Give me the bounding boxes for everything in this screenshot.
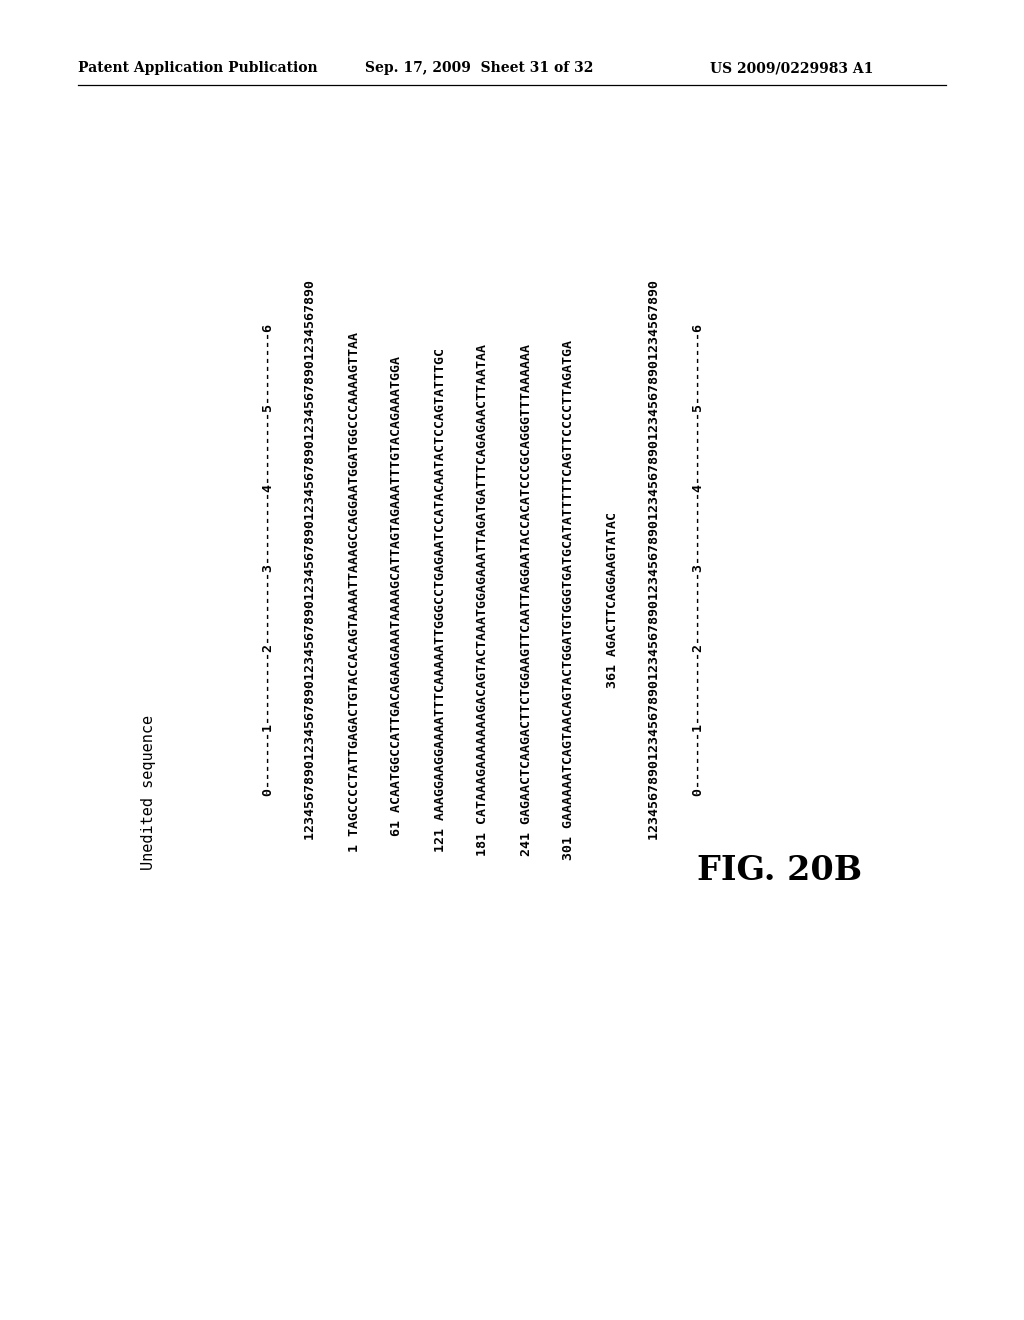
Text: 301 GAAAAAATCAGTAACAGTACTGGATGTGGGTGATGCATATTTTTCAGTTCCCCTTAGATGA: 301 GAAAAAATCAGTAACAGTACTGGATGTGGGTGATGC… xyxy=(562,341,575,861)
Text: Patent Application Publication: Patent Application Publication xyxy=(78,61,317,75)
Text: 241 GAGAACTCAAGACTTCTGGAAGTTCAATTAGGAATACCACATCCCGCAGGGTTTAAAAAA: 241 GAGAACTCAAGACTTCTGGAAGTTCAATTAGGAATA… xyxy=(519,345,532,855)
Text: 1 TAGCCCCTATTGAGACTGTACCACAGTAAAATTAAAGCCAGGAATGGATGGCCCAAAAGTTAA: 1 TAGCCCCTATTGAGACTGTACCACAGTAAAATTAAAGC… xyxy=(347,333,360,869)
Text: 1234567890123456789012345678901234567890123456789012345678901234567890: 1234567890123456789012345678901234567890… xyxy=(304,280,317,920)
Text: Unedited sequence: Unedited sequence xyxy=(140,715,156,870)
Text: 61 ACAATGGCCATTGACAGAAGAAATAAAAGCATTAGTAGAAATTTGTACAGAAATGGA: 61 ACAATGGCCATTGACAGAAGAAATAAAAGCATTAGTA… xyxy=(390,356,403,843)
Text: 0-------1---------2---------3---------4---------5---------6: 0-------1---------2---------3---------4-… xyxy=(261,323,274,876)
Text: 1234567890123456789012345678901234567890123456789012345678901234567890: 1234567890123456789012345678901234567890… xyxy=(648,280,662,920)
Text: 121 AAAGGAAGGAAAATTTCAAAAATTGGGCCTGAGAATCCATACAATACTCCAGTATTTGC: 121 AAAGGAAGGAAAATTTCAAAAATTGGGCCTGAGAAT… xyxy=(433,348,446,851)
Text: Sep. 17, 2009  Sheet 31 of 32: Sep. 17, 2009 Sheet 31 of 32 xyxy=(365,61,593,75)
Text: 0-------1---------2---------3---------4---------5---------6: 0-------1---------2---------3---------4-… xyxy=(691,323,705,876)
Text: 181 CATAAAGAAAAAAAGACAGTACTAAATGGAGAAATTAGATGATTTCAGAGAACTTAATAA: 181 CATAAAGAAAAAAAGACAGTACTAAATGGAGAAATT… xyxy=(476,345,489,855)
Text: FIG. 20B: FIG. 20B xyxy=(697,854,862,887)
Text: US 2009/0229983 A1: US 2009/0229983 A1 xyxy=(710,61,873,75)
Text: 361 AGACTTCAGGAAGTATAC: 361 AGACTTCAGGAAGTATAC xyxy=(605,512,618,688)
